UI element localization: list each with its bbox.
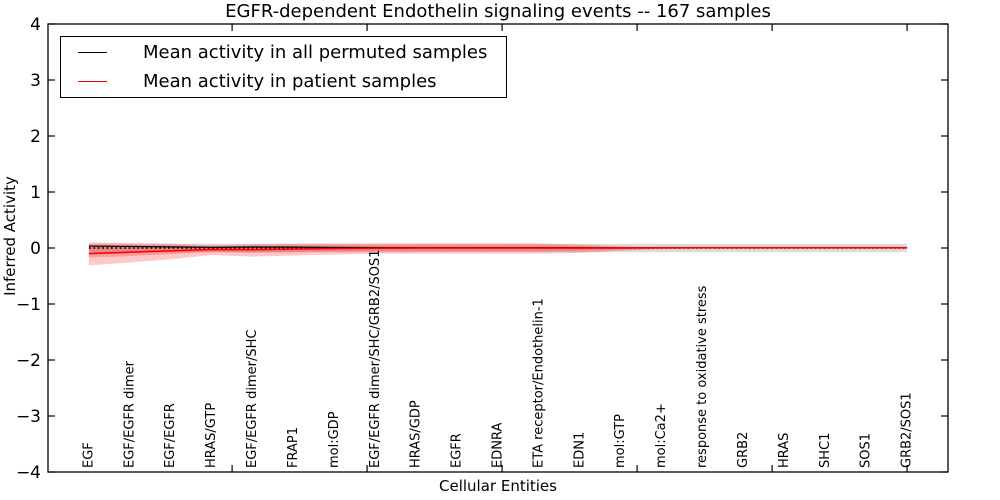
legend-line-sample-black xyxy=(78,51,107,53)
y-tick-label: −1 xyxy=(16,295,41,315)
x-category-label: HRAS/GTP xyxy=(204,403,219,468)
x-category-label: HRAS/GDP xyxy=(409,400,424,468)
y-tick-label: 3 xyxy=(30,71,41,91)
x-category-label: EGF xyxy=(81,442,96,468)
x-axis-label: Cellular Entities xyxy=(439,477,557,495)
y-tick-label: −2 xyxy=(16,351,41,371)
x-category-label: mol:GTP xyxy=(613,414,628,468)
legend-entry-permuted: Mean activity in all permuted samples xyxy=(61,38,506,66)
chart-title: EGFR-dependent Endothelin signaling even… xyxy=(225,1,771,22)
x-category-label: GRB2 xyxy=(736,432,751,468)
x-category-label: GRB2/SOS1 xyxy=(900,392,915,468)
x-category-label: SHC1 xyxy=(818,433,833,468)
legend: Mean activity in all permuted samples Me… xyxy=(60,36,507,98)
legend-label-permuted: Mean activity in all permuted samples xyxy=(143,41,488,63)
legend-label-patient: Mean activity in patient samples xyxy=(143,71,437,93)
x-category-label: FRAP1 xyxy=(286,427,301,468)
x-category-label: EGF/EGFR xyxy=(163,403,178,468)
x-category-label: response to oxidative stress xyxy=(695,285,710,468)
x-category-label: mol:GDP xyxy=(327,411,342,468)
x-category-label: EGF/EGFR dimer xyxy=(122,360,137,468)
patient-mean-line xyxy=(88,246,908,255)
x-category-label: mol:Ca2+ xyxy=(654,403,669,468)
y-tick-label: 1 xyxy=(30,183,41,203)
x-category-label: EDNRA xyxy=(491,423,506,468)
x-category-label: EGF/EGFR dimer/SHC xyxy=(245,330,260,468)
y-tick-label: −4 xyxy=(16,463,41,483)
y-tick-label: 2 xyxy=(30,127,41,147)
y-tick-label: −3 xyxy=(16,407,41,427)
x-category-label: EDN1 xyxy=(572,432,587,468)
legend-entry-patient: Mean activity in patient samples xyxy=(61,68,506,96)
y-tick-label: 4 xyxy=(30,15,41,35)
y-axis-label: Inferred Activity xyxy=(1,176,19,296)
x-category-label: EGF/EGFR dimer/SHC/GRB2/SOS1 xyxy=(368,250,383,469)
x-category-label: ETA receptor/Endothelin-1 xyxy=(531,298,546,468)
legend-line-sample-red xyxy=(78,81,107,83)
y-tick-label: 0 xyxy=(30,239,41,259)
x-category-label: HRAS xyxy=(777,433,792,468)
x-category-label: SOS1 xyxy=(859,433,874,468)
x-category-label: EGFR xyxy=(450,433,465,468)
